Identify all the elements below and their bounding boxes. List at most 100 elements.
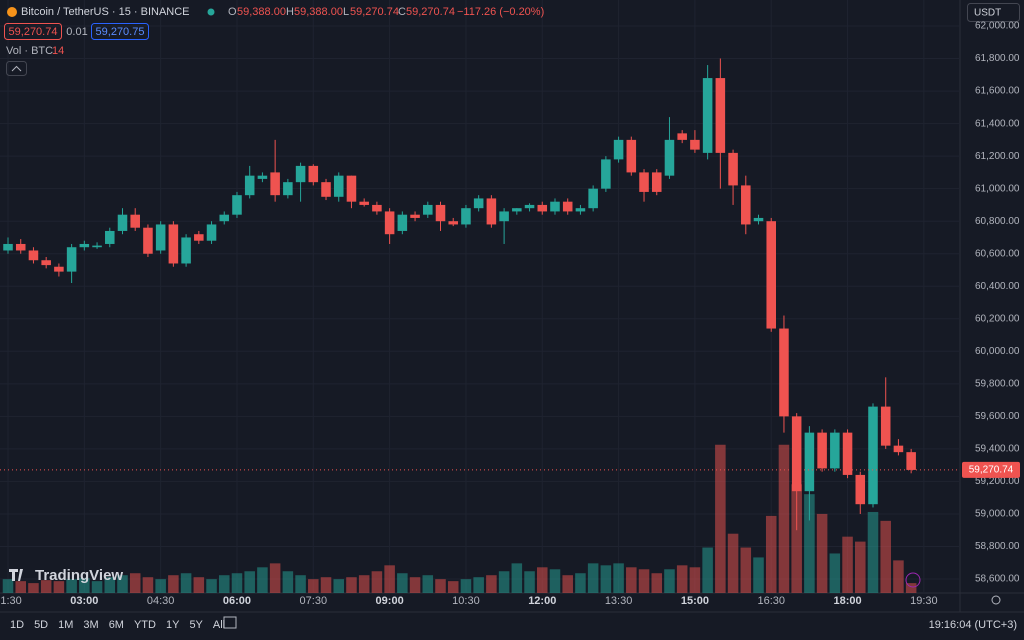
candle-body xyxy=(702,78,713,153)
last-price-label: 59,270.74 xyxy=(969,465,1014,476)
x-tick-label: 19:30 xyxy=(910,595,938,607)
volume-bar xyxy=(702,547,713,593)
volume-bar xyxy=(842,536,853,593)
candle-body xyxy=(893,445,904,453)
candle-body xyxy=(575,208,586,212)
candle-body xyxy=(321,182,331,197)
range-button[interactable]: 1M xyxy=(58,619,73,631)
volume-bar xyxy=(536,567,548,593)
candle-body xyxy=(130,214,140,228)
settings-icon[interactable] xyxy=(991,595,1001,605)
status-dot xyxy=(207,8,215,16)
buy-box[interactable] xyxy=(91,23,149,40)
range-button[interactable]: 5Y xyxy=(189,619,203,631)
candle-body xyxy=(219,214,230,222)
volume-bar xyxy=(549,569,561,593)
candle-body xyxy=(512,208,522,212)
range-button[interactable]: 5D xyxy=(34,619,48,631)
sell-box[interactable] xyxy=(4,23,62,40)
x-tick-label: 06:00 xyxy=(223,595,251,607)
collapse-button[interactable] xyxy=(6,61,27,76)
candle-body xyxy=(753,217,764,222)
y-tick-label: 61,000.00 xyxy=(975,183,1020,194)
high-value: 59,388.00 xyxy=(294,6,343,18)
date-range-icon[interactable] xyxy=(223,616,237,629)
candle-body xyxy=(92,245,102,248)
close-label: C xyxy=(398,6,406,18)
logo[interactable]: TradingView xyxy=(35,567,123,584)
volume-bar xyxy=(295,575,306,593)
volume-bar xyxy=(422,575,434,593)
currency-button[interactable] xyxy=(967,3,1020,22)
x-tick-label: 10:30 xyxy=(452,595,480,607)
volume-bar xyxy=(880,520,891,593)
range-button[interactable]: YTD xyxy=(134,619,156,631)
volume-bar xyxy=(308,579,319,593)
candle-body xyxy=(766,221,777,329)
buy-price[interactable]: 59,270.75 xyxy=(96,26,145,38)
candle-body xyxy=(54,266,64,272)
alert-icon[interactable] xyxy=(905,572,921,588)
volume-bar xyxy=(804,494,815,593)
candle-body xyxy=(868,406,878,505)
collapse-icon xyxy=(11,65,22,72)
volume-bar xyxy=(117,575,128,593)
candle-body xyxy=(155,224,166,251)
candle-body xyxy=(66,247,77,272)
symbol[interactable]: Bitcoin / TetherUS · 15 · BINANCE xyxy=(21,6,190,18)
currency[interactable]: USDT xyxy=(974,8,1001,19)
volume-bar xyxy=(358,575,370,593)
x-tick-label: 03:00 xyxy=(70,595,98,607)
change: −117.26 (−0.20%) xyxy=(457,6,544,18)
open-value: 59,388.00 xyxy=(237,6,286,18)
close-value: 59,270.74 xyxy=(406,6,455,18)
range-button[interactable]: All xyxy=(213,619,225,631)
volume-bar xyxy=(486,575,497,593)
volume-bar xyxy=(346,577,357,593)
range-button[interactable]: 6M xyxy=(109,619,124,631)
candle-body xyxy=(461,208,471,225)
range-button[interactable]: 3M xyxy=(83,619,98,631)
x-tick-label: 07:30 xyxy=(300,595,328,607)
volume-bar xyxy=(320,577,332,593)
volume-bar xyxy=(66,579,77,593)
y-tick-label: 58,800.00 xyxy=(975,541,1020,552)
candle-body xyxy=(143,227,153,254)
candle-body xyxy=(486,198,497,225)
volume-bar xyxy=(562,575,573,593)
y-tick-label: 60,000.00 xyxy=(975,346,1020,357)
low-label: L xyxy=(343,6,349,18)
volume-bar xyxy=(676,565,688,593)
candle-body xyxy=(601,159,611,189)
volume-bar xyxy=(664,569,675,593)
volume-bar xyxy=(816,513,828,593)
sell-price[interactable]: 59,270.74 xyxy=(9,26,58,38)
volume-bar xyxy=(893,560,904,593)
y-tick-label: 61,200.00 xyxy=(975,151,1020,162)
volume-bar xyxy=(231,573,243,593)
range-button[interactable]: 1D xyxy=(10,619,24,631)
volume-bar xyxy=(905,583,917,593)
volume-bar xyxy=(791,484,802,593)
candle-body xyxy=(3,243,13,251)
open-label: O xyxy=(228,6,237,18)
coin-icon xyxy=(7,7,17,17)
candle-body xyxy=(741,185,751,225)
candle-body xyxy=(28,250,39,261)
candle-body xyxy=(105,230,115,244)
range-button[interactable]: 1Y xyxy=(166,619,180,631)
volume-bar xyxy=(613,563,624,593)
candle-body xyxy=(448,221,458,225)
y-tick-label: 60,200.00 xyxy=(975,313,1020,324)
volume-bar xyxy=(218,575,230,593)
candle-body xyxy=(639,172,649,192)
volume-bar xyxy=(28,583,39,593)
candle-body xyxy=(435,204,446,222)
y-tick-label: 58,600.00 xyxy=(975,574,1020,585)
volume-bar xyxy=(397,573,408,593)
candle-body xyxy=(194,234,204,241)
y-tick-label: 61,800.00 xyxy=(975,53,1020,64)
volume-bar xyxy=(626,567,637,593)
volume-bar xyxy=(829,553,841,593)
